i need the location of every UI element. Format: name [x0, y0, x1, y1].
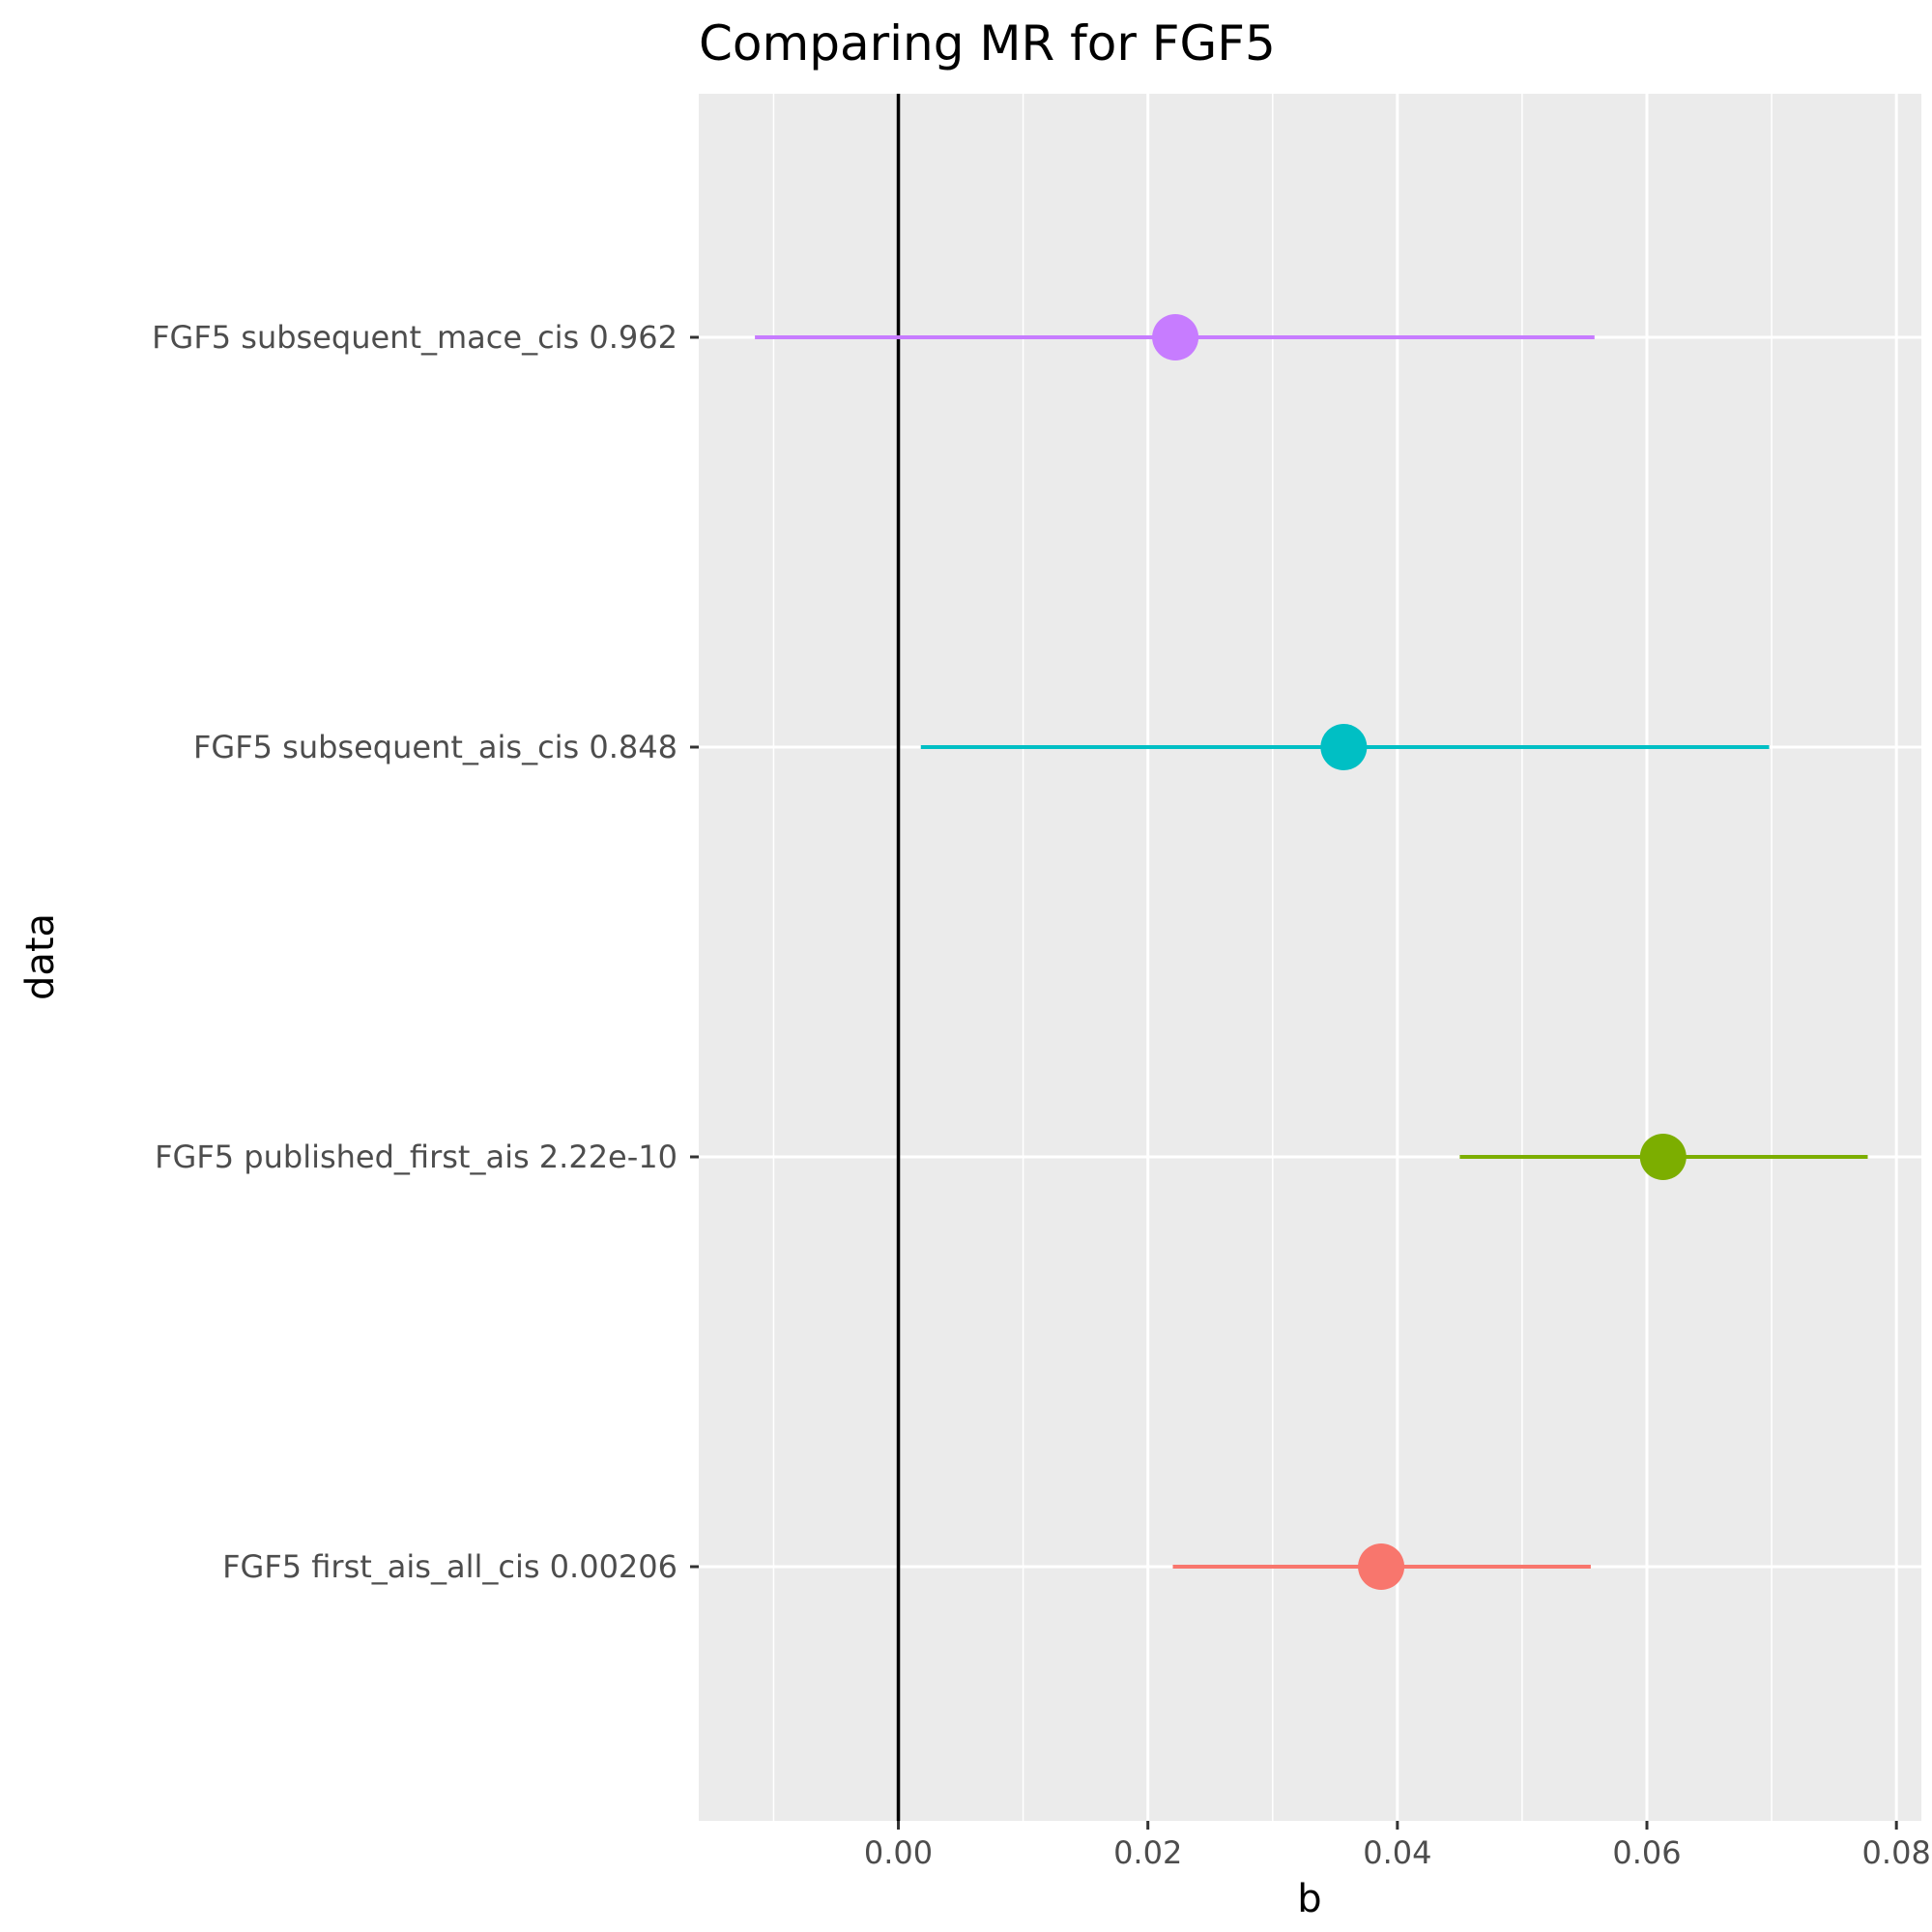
x-axis-title: b	[1297, 1877, 1321, 1921]
x-tick-label: 0.06	[1612, 1834, 1681, 1871]
y-tick-label: FGF5 first_ais_all_cis 0.00206	[222, 1548, 678, 1585]
estimates	[755, 314, 1868, 1590]
point-estimate	[1320, 724, 1368, 770]
y-tick-label: FGF5 subsequent_mace_cis 0.962	[152, 319, 678, 356]
y-axis: FGF5 subsequent_mace_cis 0.962 FGF5 subse…	[152, 319, 699, 1585]
x-tick-label: 0.00	[864, 1834, 933, 1871]
point-estimate	[1358, 1543, 1405, 1590]
chart-title: Comparing MR for FGF5	[699, 15, 1276, 72]
y-axis-title: data	[18, 913, 63, 1000]
point-estimate	[1152, 314, 1199, 360]
x-tick-label: 0.04	[1363, 1834, 1431, 1871]
y-tick-label: FGF5 published_first_ais 2.22e-10	[155, 1139, 678, 1175]
x-axis: 0.00 0.02 0.04 0.06 0.08	[864, 1821, 1931, 1871]
point-estimate	[1639, 1134, 1687, 1180]
x-tick-label: 0.02	[1113, 1834, 1182, 1871]
plot-panel	[699, 94, 1921, 1821]
y-tick-label: FGF5 subsequent_ais_cis 0.848	[193, 729, 678, 765]
x-tick-label: 0.08	[1862, 1834, 1931, 1871]
